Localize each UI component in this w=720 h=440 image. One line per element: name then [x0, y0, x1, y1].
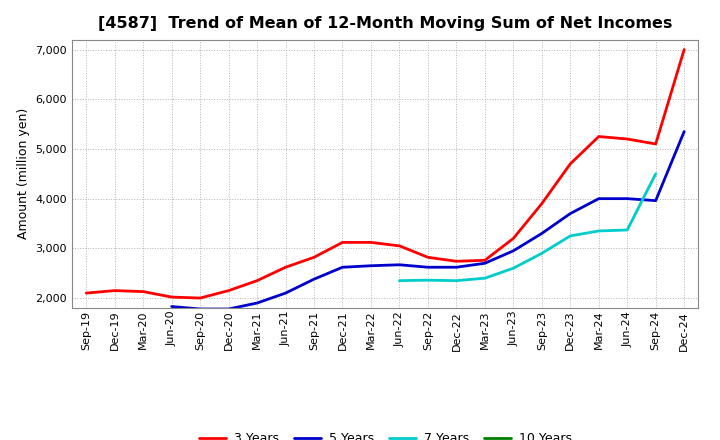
5 Years — [623, 196, 631, 201]
5 Years — [167, 304, 176, 309]
5 Years — [282, 290, 290, 296]
3 Years — [566, 161, 575, 166]
Title: [4587]  Trend of Mean of 12-Month Moving Sum of Net Incomes: [4587] Trend of Mean of 12-Month Moving … — [98, 16, 672, 32]
5 Years — [310, 276, 318, 282]
5 Years — [680, 129, 688, 134]
7 Years — [452, 278, 461, 283]
Legend: 3 Years, 5 Years, 7 Years, 10 Years: 3 Years, 5 Years, 7 Years, 10 Years — [194, 427, 577, 440]
Line: 7 Years: 7 Years — [400, 174, 656, 281]
5 Years — [509, 248, 518, 253]
7 Years — [423, 278, 432, 283]
3 Years — [366, 240, 375, 245]
3 Years — [110, 288, 119, 293]
3 Years — [310, 255, 318, 260]
3 Years — [652, 141, 660, 147]
3 Years — [452, 259, 461, 264]
7 Years — [595, 228, 603, 234]
5 Years — [196, 306, 204, 312]
3 Years — [225, 288, 233, 293]
5 Years — [338, 264, 347, 270]
3 Years — [480, 258, 489, 263]
3 Years — [680, 47, 688, 52]
7 Years — [537, 251, 546, 256]
3 Years — [282, 264, 290, 270]
3 Years — [82, 290, 91, 296]
5 Years — [595, 196, 603, 201]
Line: 3 Years: 3 Years — [86, 50, 684, 298]
3 Years — [623, 136, 631, 142]
3 Years — [196, 295, 204, 301]
3 Years — [423, 255, 432, 260]
7 Years — [395, 278, 404, 283]
5 Years — [225, 306, 233, 312]
5 Years — [480, 260, 489, 266]
5 Years — [452, 264, 461, 270]
3 Years — [509, 236, 518, 241]
5 Years — [566, 211, 575, 216]
3 Years — [338, 240, 347, 245]
Line: 5 Years: 5 Years — [171, 132, 684, 309]
7 Years — [480, 275, 489, 281]
5 Years — [366, 263, 375, 268]
3 Years — [595, 134, 603, 139]
5 Years — [423, 264, 432, 270]
7 Years — [509, 266, 518, 271]
7 Years — [623, 227, 631, 233]
5 Years — [537, 231, 546, 236]
Y-axis label: Amount (million yen): Amount (million yen) — [17, 108, 30, 239]
5 Years — [652, 198, 660, 203]
7 Years — [566, 233, 575, 238]
3 Years — [537, 201, 546, 206]
3 Years — [167, 294, 176, 300]
3 Years — [253, 278, 261, 283]
5 Years — [253, 301, 261, 306]
7 Years — [652, 171, 660, 176]
3 Years — [139, 289, 148, 294]
5 Years — [395, 262, 404, 268]
3 Years — [395, 243, 404, 249]
